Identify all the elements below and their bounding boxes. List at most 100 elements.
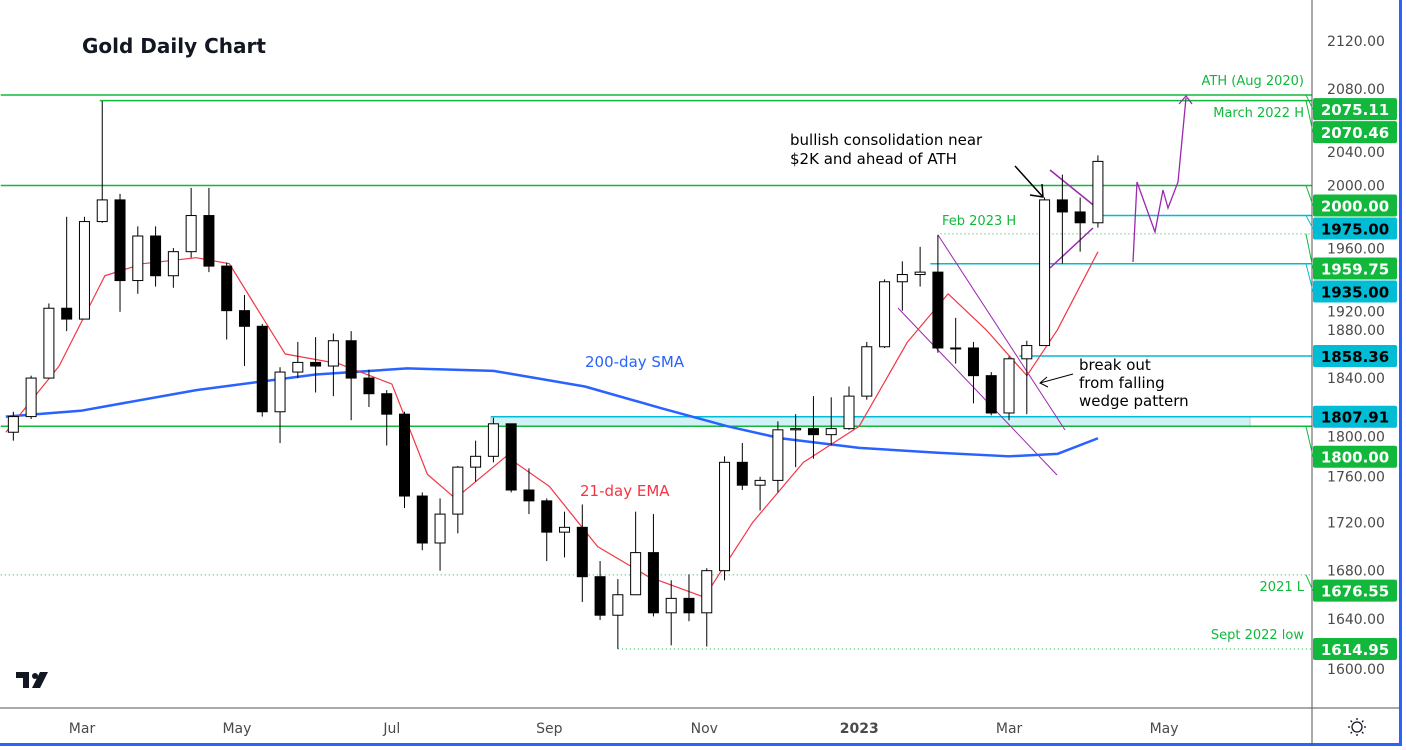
candle-body <box>363 377 375 395</box>
candle <box>78 216 90 320</box>
price-tick-label: 2080.00 <box>1327 82 1385 98</box>
candle <box>345 331 357 421</box>
note-feb-2023-high: Feb 2023 H <box>942 214 1016 229</box>
candle-body <box>576 526 588 578</box>
candle <box>754 476 766 511</box>
candle-body <box>896 274 908 283</box>
candle-body <box>985 375 997 414</box>
note-2021-low: 2021 L <box>1260 580 1305 595</box>
price-badge-label: 2070.46 <box>1321 124 1389 142</box>
candle <box>327 333 339 397</box>
candle <box>1021 340 1033 415</box>
price-badge-connector <box>1305 185 1314 206</box>
ema-label: 21-day EMA <box>580 482 670 500</box>
candle-body <box>701 570 713 614</box>
price-badge-bg <box>1313 579 1397 602</box>
candle <box>701 568 713 647</box>
price-badge-bg <box>1313 344 1397 367</box>
breakout-note-line1: break out <box>1079 356 1151 374</box>
candle-body <box>150 235 162 277</box>
falling-wedge-upper <box>937 234 1066 431</box>
consolidation-arrowhead <box>1029 183 1044 198</box>
candle <box>363 369 375 407</box>
candle-body <box>25 377 37 418</box>
price-badge-label: 1858.36 <box>1321 348 1389 366</box>
price-tick-label: 1960.00 <box>1327 241 1385 257</box>
consolidation-note-line2: $2K and ahead of ATH <box>790 150 957 168</box>
candle <box>612 579 624 649</box>
price-badge-label: 1959.75 <box>1321 260 1389 278</box>
price-badge-label: 1935.00 <box>1321 283 1389 301</box>
price-badge-1858.36: 1858.36 <box>1313 344 1397 367</box>
candle <box>132 226 144 294</box>
price-badge-bg <box>1313 405 1397 428</box>
time-tick-label: Sep <box>536 721 563 737</box>
candle-body <box>914 271 926 276</box>
price-tick-label: 1640.00 <box>1327 612 1385 628</box>
price-axis[interactable]: 2120.00 2080.00 2040.00 2000.00 1960.00 1920.… <box>1327 34 1385 678</box>
candle-body <box>452 466 464 515</box>
note-march-2022-high: March 2022 H <box>1213 106 1304 121</box>
candle-body <box>772 429 784 481</box>
note-sept-2022-low: Sept 2022 low <box>1211 628 1305 643</box>
candle-body <box>825 428 837 436</box>
price-tick-label: 1920.00 <box>1327 304 1385 320</box>
candle <box>967 341 979 404</box>
candle-body <box>470 455 482 468</box>
candle-body <box>843 395 855 430</box>
consolidation-arrow <box>1014 165 1044 198</box>
price-badge-2070.46: 2070.46 <box>1305 100 1397 144</box>
note-ath: ATH (Aug 2020) <box>1202 74 1304 89</box>
candle <box>96 101 108 223</box>
price-badge-label: 1676.55 <box>1321 583 1389 601</box>
candle-body <box>399 413 410 497</box>
candle-body <box>256 325 268 413</box>
candle <box>683 574 695 622</box>
candle-body <box>345 340 357 379</box>
price-badge-label: 2075.11 <box>1321 101 1389 119</box>
candle-body <box>541 500 553 533</box>
candle <box>310 337 322 393</box>
candle <box>825 397 837 446</box>
sma-200-line <box>5 367 1099 458</box>
price-badge-1959.75: 1959.75 <box>1305 233 1397 280</box>
candle <box>932 234 944 353</box>
tradingview-logo[interactable] <box>16 672 48 688</box>
candle-body <box>434 513 446 544</box>
chart-title: Gold Daily Chart <box>82 34 266 58</box>
candle-body <box>1092 160 1104 224</box>
candle <box>150 226 162 287</box>
candle <box>861 341 873 400</box>
candle-body <box>683 597 695 614</box>
price-badge-bg <box>1313 280 1397 303</box>
sun-gear-icon[interactable] <box>1348 718 1366 736</box>
candle-body <box>1056 199 1068 213</box>
price-tick-label: 1760.00 <box>1327 470 1385 486</box>
price-badge-label: 1975.00 <box>1321 220 1389 238</box>
candle-body <box>950 347 962 350</box>
candle-body <box>114 199 126 282</box>
candle-body <box>932 271 944 349</box>
candle-body <box>238 310 250 327</box>
candle-body <box>381 393 393 415</box>
time-tick-label: Nov <box>691 721 718 737</box>
candle <box>185 187 197 258</box>
candle <box>203 187 215 273</box>
candle <box>647 514 659 617</box>
candle <box>914 246 926 287</box>
candle-body <box>310 361 322 367</box>
candle <box>896 261 908 311</box>
candle-body <box>132 235 144 282</box>
candle <box>487 417 499 463</box>
time-tick-label: Mar <box>69 721 96 737</box>
time-axis[interactable]: Mar May Jul Sep Nov 2023 Mar May <box>69 721 1179 737</box>
price-badge-connector <box>1305 94 1314 110</box>
candle <box>790 414 802 468</box>
price-badge-bg <box>1313 217 1397 240</box>
candle-body <box>327 340 339 367</box>
price-badges: 2075.11 2070.46 2000.00 1975.00 1959.75 1935.… <box>1305 94 1397 660</box>
candle-body <box>754 479 766 486</box>
candle <box>256 323 268 417</box>
breakout-arrow <box>1039 373 1074 384</box>
